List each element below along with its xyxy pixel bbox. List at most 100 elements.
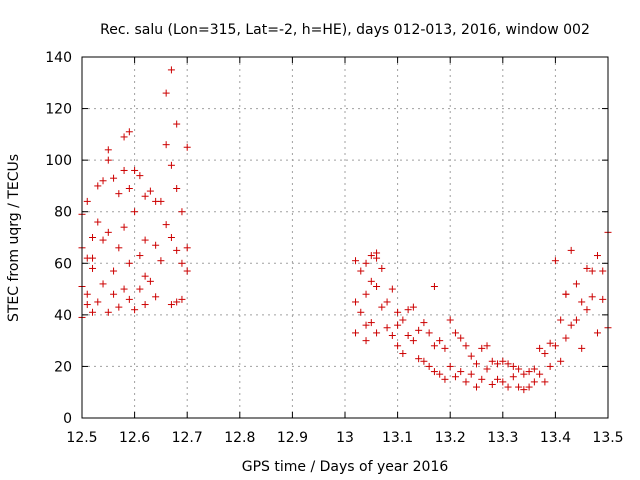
data-point xyxy=(509,373,517,381)
data-point xyxy=(362,259,370,267)
x-tick-label: 12.8 xyxy=(224,430,255,446)
data-point xyxy=(136,172,144,180)
data-point xyxy=(488,357,496,365)
data-point xyxy=(415,326,423,334)
data-point xyxy=(515,383,523,391)
data-point xyxy=(125,128,133,136)
data-point xyxy=(83,301,91,309)
data-point xyxy=(367,277,375,285)
y-tick-label: 120 xyxy=(45,102,72,118)
data-point xyxy=(157,257,165,265)
data-point xyxy=(173,120,181,128)
data-point xyxy=(473,383,480,391)
x-tick-label: 13 xyxy=(336,430,354,446)
data-point xyxy=(120,133,128,141)
data-point xyxy=(525,383,533,391)
data-point xyxy=(409,337,417,345)
data-point xyxy=(478,344,486,352)
data-point xyxy=(394,342,402,350)
data-point xyxy=(131,208,139,216)
data-point xyxy=(83,197,91,205)
data-point xyxy=(173,246,181,254)
x-tick-label: 12.6 xyxy=(119,430,150,446)
data-point xyxy=(399,316,407,324)
data-point xyxy=(483,342,491,350)
data-point xyxy=(110,174,118,182)
data-point xyxy=(89,254,97,262)
data-point xyxy=(578,344,586,352)
data-point xyxy=(110,267,118,275)
data-point xyxy=(425,362,433,370)
x-tick-label: 13.4 xyxy=(540,430,571,446)
data-point xyxy=(125,185,133,193)
data-point xyxy=(141,301,149,309)
data-point xyxy=(120,285,128,293)
data-point xyxy=(467,352,475,360)
data-point xyxy=(367,319,375,327)
data-point xyxy=(178,208,186,216)
data-point xyxy=(89,234,97,241)
data-point xyxy=(430,368,438,376)
data-point xyxy=(504,360,512,368)
data-point xyxy=(352,298,360,306)
data-point xyxy=(89,308,97,316)
data-point xyxy=(557,357,565,365)
data-point xyxy=(373,329,381,337)
data-point xyxy=(441,344,449,352)
data-point xyxy=(578,298,586,306)
data-point xyxy=(83,290,91,298)
data-point xyxy=(520,386,528,394)
data-point xyxy=(562,334,570,342)
data-point xyxy=(446,316,454,324)
data-point xyxy=(499,357,507,365)
data-point xyxy=(388,285,396,293)
data-point xyxy=(415,355,423,363)
data-point xyxy=(183,244,191,252)
data-point xyxy=(593,329,601,337)
data-point xyxy=(530,365,538,373)
data-point xyxy=(473,360,480,368)
x-tick-label: 13.1 xyxy=(382,430,413,446)
grid-lines xyxy=(82,57,608,418)
data-point xyxy=(136,252,144,260)
data-point xyxy=(99,236,107,244)
data-point xyxy=(462,342,470,350)
data-point xyxy=(541,378,549,386)
y-tick-label: 20 xyxy=(54,359,72,375)
data-point xyxy=(115,303,123,311)
data-point xyxy=(352,257,360,265)
data-point xyxy=(162,89,170,97)
data-point xyxy=(583,306,591,314)
data-point xyxy=(462,378,470,386)
data-point xyxy=(183,143,191,151)
data-point xyxy=(404,306,412,314)
data-point xyxy=(588,267,596,275)
data-point xyxy=(409,303,417,311)
data-point xyxy=(420,319,428,327)
x-tick-label: 13.5 xyxy=(592,430,623,446)
data-point xyxy=(494,360,502,368)
data-point xyxy=(394,308,402,316)
data-point xyxy=(546,339,554,347)
data-point xyxy=(446,362,454,370)
data-point xyxy=(388,331,396,339)
data-point xyxy=(588,293,596,301)
data-point xyxy=(104,156,112,164)
data-point xyxy=(141,236,149,244)
data-point xyxy=(362,337,370,345)
data-point xyxy=(178,259,186,267)
x-tick-label: 12.5 xyxy=(66,430,97,446)
data-point xyxy=(593,252,601,260)
data-point xyxy=(141,192,149,200)
data-point xyxy=(483,365,491,373)
data-point xyxy=(551,257,559,265)
data-point xyxy=(162,221,170,229)
data-point xyxy=(536,344,544,352)
x-axis-label: GPS time / Days of year 2016 xyxy=(242,459,449,475)
data-point xyxy=(115,190,123,198)
data-point xyxy=(457,368,465,376)
data-point xyxy=(362,321,370,329)
data-point xyxy=(120,223,128,231)
y-tick-label: 60 xyxy=(54,256,72,272)
